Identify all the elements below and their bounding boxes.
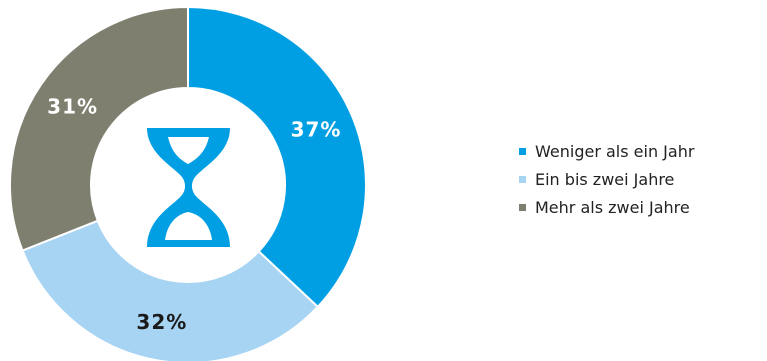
legend-item-ein-bis-zwei-jahre: Ein bis zwei Jahre <box>519 165 694 193</box>
slice-label-ein-bis-zwei-jahre: 32% <box>136 310 187 334</box>
legend-label: Mehr als zwei Jahre <box>535 197 690 217</box>
legend-label: Ein bis zwei Jahre <box>535 169 675 189</box>
slice-weniger-als-ein-jahr <box>187 5 367 309</box>
legend-swatch <box>519 203 526 211</box>
slice-label-mehr-als-zwei-jahre: 31% <box>47 95 98 119</box>
legend: Weniger als ein Jahr Ein bis zwei Jahre … <box>519 137 694 221</box>
slice-label-weniger-als-ein-jahr: 37% <box>291 118 342 142</box>
legend-item-mehr-als-zwei-jahre: Mehr als zwei Jahre <box>519 193 694 221</box>
slice-mehr-als-zwei-jahre <box>9 5 189 252</box>
hourglass-icon <box>147 128 230 247</box>
legend-swatch <box>519 147 526 155</box>
donut-slices <box>9 5 367 361</box>
legend-swatch <box>519 175 526 183</box>
slice-ein-bis-zwei-jahre <box>21 219 320 361</box>
legend-label: Weniger als ein Jahr <box>535 141 695 161</box>
legend-item-weniger-als-ein-jahr: Weniger als ein Jahr <box>519 137 694 165</box>
slice-labels: 37% 32% 31% <box>47 95 342 334</box>
